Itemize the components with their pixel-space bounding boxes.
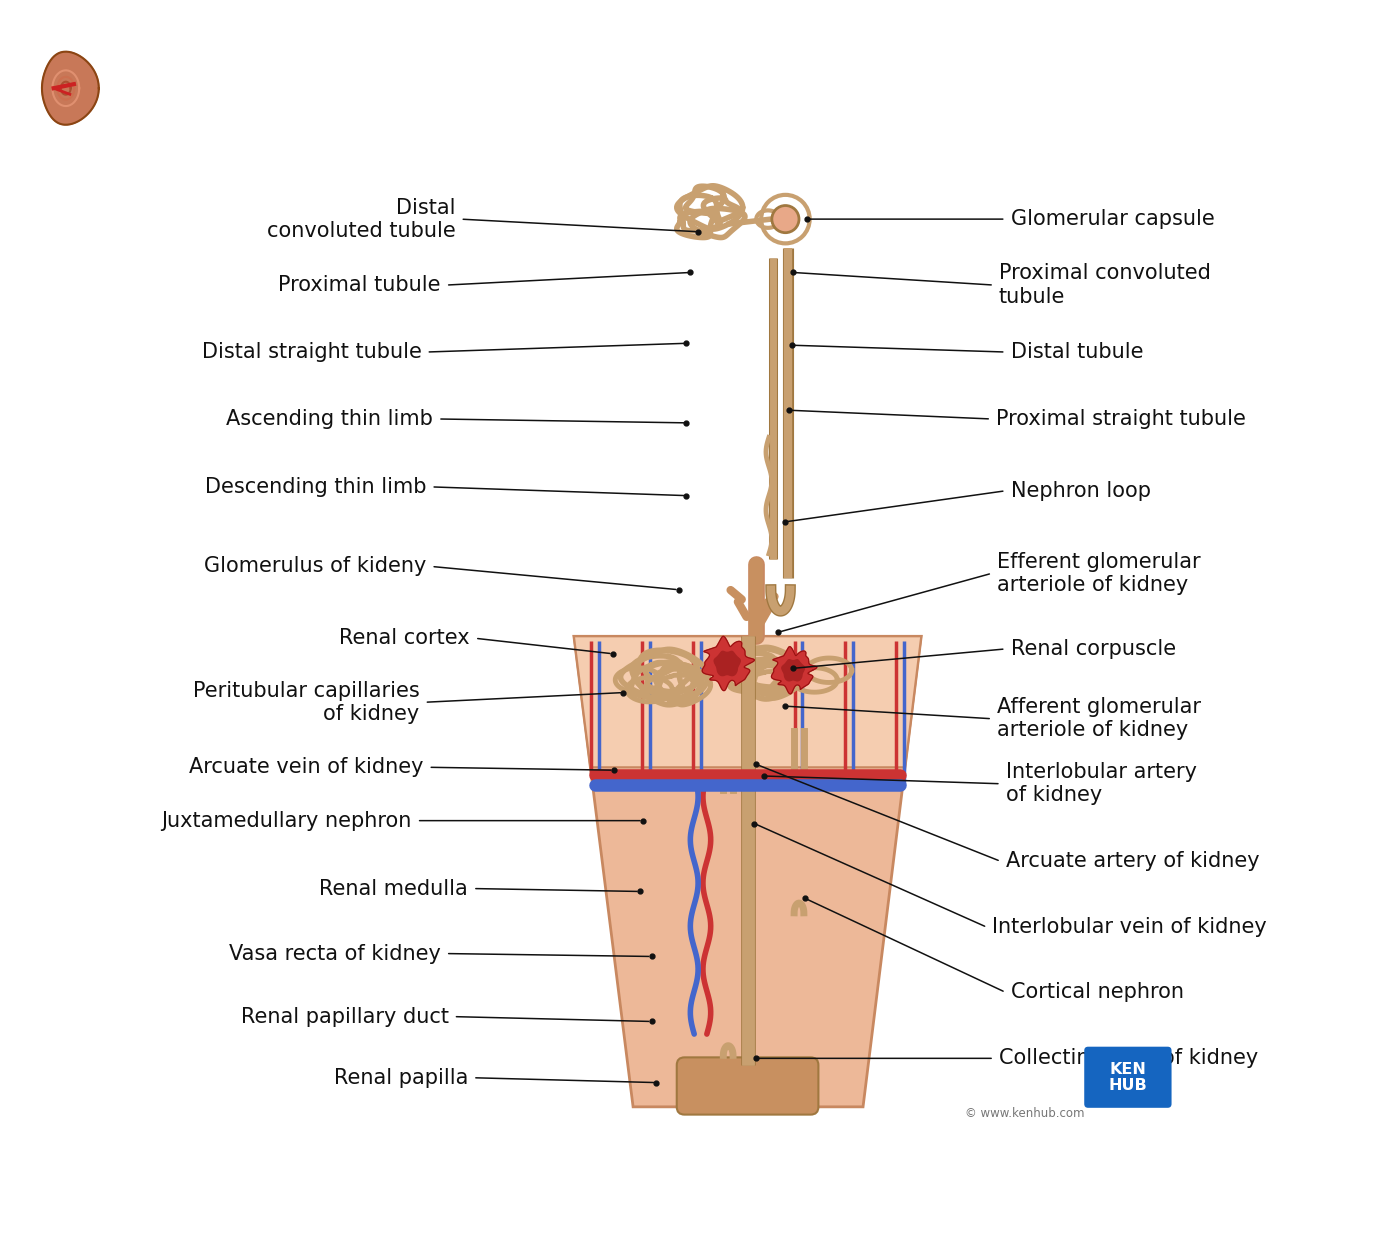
Text: Distal
convoluted tubule: Distal convoluted tubule: [267, 198, 455, 241]
Polygon shape: [714, 651, 741, 675]
Text: Distal straight tubule: Distal straight tubule: [202, 341, 421, 362]
Text: Interlobular artery
of kidney: Interlobular artery of kidney: [1005, 762, 1197, 805]
Text: Collecting duct of kidney: Collecting duct of kidney: [998, 1048, 1259, 1068]
Text: © www.kenhub.com: © www.kenhub.com: [965, 1108, 1084, 1120]
FancyBboxPatch shape: [676, 1057, 819, 1115]
Polygon shape: [703, 636, 755, 690]
FancyBboxPatch shape: [1084, 1047, 1172, 1108]
Text: Renal cortex: Renal cortex: [339, 629, 470, 648]
Text: Proximal tubule: Proximal tubule: [279, 275, 441, 295]
Polygon shape: [781, 660, 805, 680]
Text: Ascending thin limb: Ascending thin limb: [227, 410, 433, 428]
Text: Descending thin limb: Descending thin limb: [204, 476, 427, 496]
Text: KEN
HUB: KEN HUB: [1109, 1062, 1147, 1094]
Polygon shape: [42, 52, 99, 125]
Text: Glomerulus of kideny: Glomerulus of kideny: [204, 557, 427, 576]
Text: Renal papilla: Renal papilla: [333, 1067, 468, 1087]
Text: Interlobular vein of kidney: Interlobular vein of kidney: [993, 917, 1267, 937]
Text: Arcuate artery of kidney: Arcuate artery of kidney: [1005, 852, 1259, 872]
Text: Efferent glomerular
arteriole of kidney: Efferent glomerular arteriole of kidney: [997, 552, 1201, 595]
Polygon shape: [574, 636, 921, 767]
Text: Proximal straight tubule: Proximal straight tubule: [995, 410, 1246, 428]
Text: Nephron loop: Nephron loop: [1011, 481, 1151, 500]
Text: Cortical nephron: Cortical nephron: [1011, 983, 1183, 1003]
Text: Juxtamedullary nephron: Juxtamedullary nephron: [161, 810, 412, 830]
Circle shape: [771, 205, 799, 233]
Text: Peritubular capillaries
of kidney: Peritubular capillaries of kidney: [193, 680, 420, 724]
Text: Distal tubule: Distal tubule: [1011, 341, 1142, 362]
Text: Renal corpuscle: Renal corpuscle: [1011, 639, 1176, 659]
Text: Vasa recta of kidney: Vasa recta of kidney: [230, 944, 441, 964]
Polygon shape: [771, 646, 816, 694]
Polygon shape: [574, 636, 921, 1106]
Text: Afferent glomerular
arteriole of kidney: Afferent glomerular arteriole of kidney: [997, 697, 1201, 741]
Text: Glomerular capsule: Glomerular capsule: [1011, 209, 1214, 229]
Text: Arcuate vein of kidney: Arcuate vein of kidney: [189, 757, 424, 777]
Text: Proximal convoluted
tubule: Proximal convoluted tubule: [998, 263, 1211, 306]
Text: Renal medulla: Renal medulla: [319, 878, 468, 898]
Text: Renal papillary duct: Renal papillary duct: [241, 1007, 449, 1027]
